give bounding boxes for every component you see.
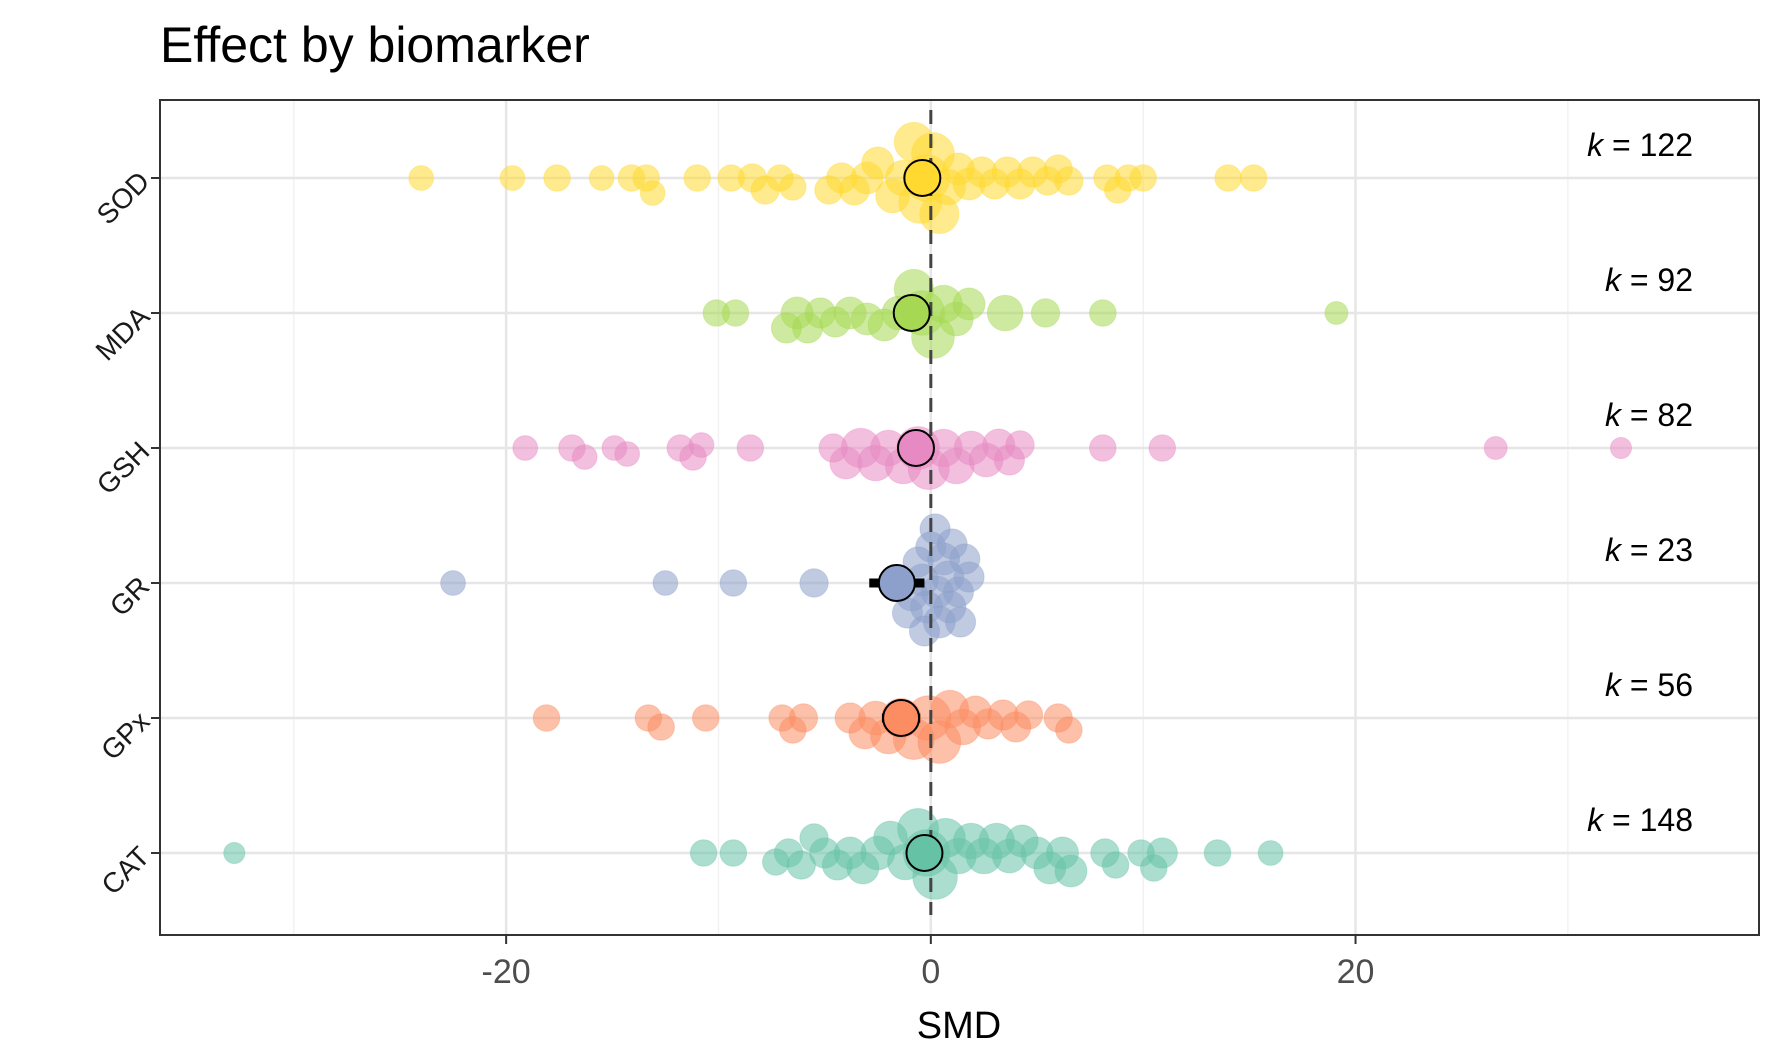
summary-point-cat: [905, 834, 944, 872]
data-point-gr: [949, 543, 981, 575]
data-point-sod: [639, 180, 666, 206]
data-point-cat: [786, 850, 816, 880]
data-point-gsh: [818, 433, 848, 463]
data-point-gpx: [1013, 700, 1044, 730]
data-point-sod: [499, 165, 526, 191]
data-point-cat: [1101, 851, 1130, 879]
data-point-sod: [683, 164, 712, 192]
data-point-gsh: [1089, 434, 1117, 462]
x-tick-label: -20: [482, 953, 531, 991]
data-point-sod: [814, 175, 844, 205]
k-labels: k = 122 k = 92 k = 82 k = 23 k = 56 k = 148: [1587, 127, 1693, 838]
data-point-gsh: [614, 441, 641, 467]
data-point-mda: [952, 287, 986, 321]
data-point-gpx: [1055, 716, 1083, 744]
data-point-gpx: [647, 713, 675, 741]
y-tick-label: GSH: [91, 436, 156, 501]
data-point-gsh: [1609, 436, 1633, 460]
y-tick-label: MDA: [90, 300, 156, 366]
data-point-sod: [838, 174, 870, 206]
data-point-sod: [408, 165, 435, 191]
data-point-gpx: [691, 704, 720, 732]
data-point-mda: [1324, 301, 1349, 325]
y-tick-label: GPx: [95, 706, 155, 766]
data-point-sod: [1239, 164, 1268, 192]
data-point-gr: [902, 546, 934, 578]
x-axis: -20 0 20: [482, 935, 1375, 991]
data-point-gpx: [532, 704, 561, 732]
k-label-gpx: k = 56: [1605, 667, 1693, 703]
data-point-sod: [1214, 164, 1242, 192]
data-point-cat: [799, 823, 829, 853]
data-point-gr: [719, 569, 748, 597]
y-tick-label: CAT: [95, 841, 155, 901]
data-point-cat: [1140, 854, 1168, 882]
data-point-cat: [1054, 854, 1088, 888]
y-axis: SOD MDA GSH GR GPx CAT: [90, 166, 160, 901]
summary-point-gpx: [882, 699, 921, 737]
data-point-sod: [893, 121, 934, 163]
data-point-gsh: [512, 435, 539, 461]
k-label-gsh: k = 82: [1605, 397, 1693, 433]
data-point-cat: [762, 848, 790, 876]
data-point-mda: [721, 299, 750, 327]
data-point-sod: [861, 146, 895, 180]
data-point-gsh: [688, 432, 715, 458]
y-tick-label: GR: [104, 571, 156, 623]
data-point-sod: [717, 164, 746, 192]
data-point-gpx: [834, 702, 866, 734]
panel-border: [159, 99, 1760, 936]
data-point-mda: [1089, 299, 1117, 327]
data-point-mda: [986, 294, 1024, 332]
data-point-sod: [1129, 164, 1157, 192]
data-point-gsh: [1148, 434, 1177, 462]
data-point-cat: [873, 820, 908, 856]
summary-point-gr: [877, 564, 916, 602]
data-point-gsh: [571, 444, 598, 470]
summary-estimates: [869, 159, 944, 872]
data-point-cat: [821, 849, 853, 881]
data-point-gr: [908, 615, 941, 647]
summary-point-sod: [903, 159, 942, 197]
k-label-mda: k = 92: [1605, 262, 1693, 298]
k-label-gr: k = 23: [1605, 532, 1693, 568]
data-point-sod: [875, 178, 911, 214]
data-point-cat: [1257, 840, 1284, 866]
summary-point-mda: [892, 294, 931, 332]
data-point-cat: [719, 839, 748, 867]
data-point-gr: [919, 513, 951, 545]
data-point-gr: [799, 568, 829, 598]
data-point-sod: [1054, 166, 1084, 196]
data-point-sod: [588, 165, 615, 191]
data-point-gsh: [736, 434, 765, 462]
k-label-cat: k = 148: [1587, 802, 1693, 838]
chart-title: Effect by biomarker: [160, 17, 590, 73]
x-tick-label: 20: [1337, 953, 1375, 991]
data-point-cat: [223, 841, 246, 865]
data-point-mda: [1030, 298, 1061, 328]
panel-background: [160, 100, 1759, 935]
data-point-cat: [689, 839, 718, 867]
data-point-mda: [819, 306, 851, 338]
data-point-gr: [944, 606, 977, 638]
data-point-cat: [1203, 839, 1232, 867]
data-point-gpx: [779, 716, 807, 744]
data-point-gr: [652, 570, 679, 596]
data-point-sod: [779, 173, 807, 201]
x-axis-title: SMD: [917, 1005, 1001, 1047]
y-tick-label: SOD: [91, 166, 156, 231]
data-point-sod: [543, 164, 571, 192]
k-label-sod: k = 122: [1587, 127, 1693, 163]
data-point-gsh: [1483, 436, 1508, 460]
data-point-gsh: [1005, 430, 1035, 460]
data-point-gr: [440, 570, 466, 596]
summary-point-gsh: [896, 429, 935, 467]
x-tick-label: 0: [921, 953, 940, 991]
